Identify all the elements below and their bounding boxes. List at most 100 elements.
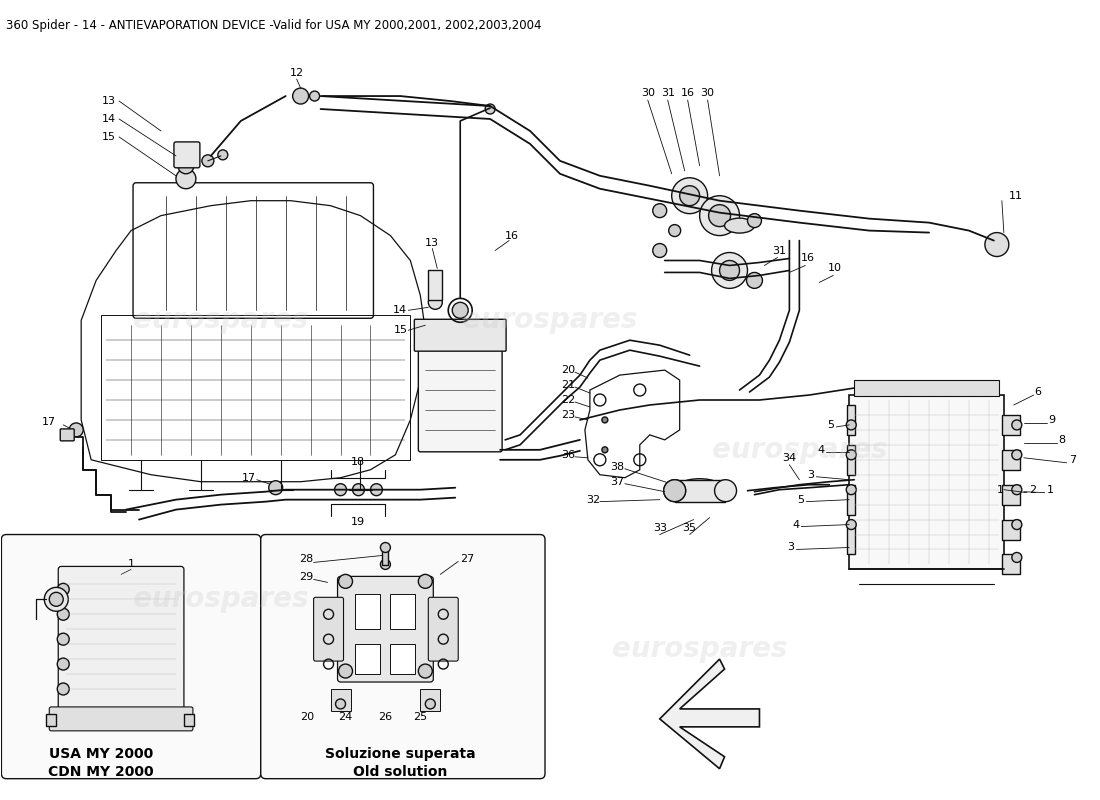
- Circle shape: [652, 243, 667, 258]
- Text: 25: 25: [414, 712, 428, 722]
- Text: 360 Spider - 14 - ANTIEVAPORATION DEVICE -Valid for USA MY 2000,2001, 2002,2003,: 360 Spider - 14 - ANTIEVAPORATION DEVICE…: [7, 19, 542, 32]
- Circle shape: [428, 295, 442, 310]
- Text: 11: 11: [1009, 190, 1023, 201]
- Circle shape: [602, 417, 608, 423]
- Circle shape: [602, 447, 608, 453]
- Bar: [674, 480, 725, 502]
- Bar: [847, 405, 855, 435]
- Text: 31: 31: [661, 88, 674, 98]
- Circle shape: [57, 608, 69, 620]
- Text: 1: 1: [1047, 485, 1054, 494]
- Bar: [1002, 450, 1020, 470]
- Circle shape: [57, 583, 69, 595]
- Circle shape: [381, 559, 390, 570]
- Bar: [355, 594, 381, 630]
- Circle shape: [1012, 420, 1022, 430]
- Text: 32: 32: [585, 494, 600, 505]
- Bar: [847, 525, 855, 554]
- Circle shape: [984, 233, 1009, 257]
- Circle shape: [50, 592, 63, 606]
- Text: 10: 10: [828, 263, 843, 274]
- Bar: [184, 714, 194, 726]
- Text: eurospares: eurospares: [462, 306, 638, 334]
- Circle shape: [748, 214, 761, 228]
- Bar: [390, 644, 416, 674]
- Circle shape: [418, 574, 432, 588]
- Bar: [420, 689, 440, 711]
- Text: 9: 9: [1048, 415, 1056, 425]
- Circle shape: [352, 484, 364, 496]
- Text: 19: 19: [351, 517, 364, 526]
- Text: 21: 21: [561, 380, 575, 390]
- Circle shape: [57, 633, 69, 645]
- Text: 2: 2: [1028, 485, 1036, 494]
- Text: 5: 5: [798, 494, 804, 505]
- Text: 3: 3: [807, 470, 814, 480]
- Text: 14: 14: [102, 114, 117, 124]
- Circle shape: [57, 658, 69, 670]
- Text: 3: 3: [788, 542, 794, 553]
- Text: 4: 4: [792, 519, 800, 530]
- Text: 23: 23: [561, 410, 575, 420]
- Text: eurospares: eurospares: [712, 436, 887, 464]
- Text: 24: 24: [339, 712, 353, 722]
- Text: 18: 18: [351, 457, 364, 466]
- Bar: [428, 270, 442, 300]
- Text: 16: 16: [505, 230, 519, 241]
- Circle shape: [336, 699, 345, 709]
- Ellipse shape: [674, 478, 725, 501]
- Text: 16: 16: [681, 88, 695, 98]
- Bar: [355, 644, 381, 674]
- FancyBboxPatch shape: [60, 429, 74, 441]
- Polygon shape: [660, 659, 759, 769]
- Circle shape: [747, 273, 762, 288]
- Text: 14: 14: [394, 306, 407, 315]
- Text: 37: 37: [610, 477, 625, 486]
- Bar: [849, 395, 1004, 570]
- Text: 17: 17: [242, 473, 256, 482]
- Text: 4: 4: [817, 445, 824, 455]
- Text: 8: 8: [1058, 435, 1066, 445]
- Text: 30: 30: [641, 88, 654, 98]
- Circle shape: [452, 302, 469, 318]
- FancyBboxPatch shape: [418, 348, 502, 452]
- Bar: [383, 550, 388, 566]
- Text: 29: 29: [299, 572, 314, 582]
- Bar: [390, 594, 416, 630]
- Text: 31: 31: [772, 246, 786, 255]
- Bar: [1002, 415, 1020, 435]
- FancyBboxPatch shape: [50, 707, 192, 731]
- Circle shape: [293, 88, 309, 104]
- Circle shape: [178, 158, 194, 174]
- Text: 16: 16: [801, 254, 814, 263]
- Text: 12: 12: [289, 68, 304, 78]
- Circle shape: [663, 480, 685, 502]
- Text: 5: 5: [827, 420, 834, 430]
- Circle shape: [339, 664, 352, 678]
- FancyBboxPatch shape: [261, 534, 544, 778]
- Circle shape: [371, 484, 383, 496]
- FancyBboxPatch shape: [1, 534, 261, 778]
- Text: 30: 30: [701, 88, 715, 98]
- Text: eurospares: eurospares: [133, 306, 309, 334]
- Bar: [847, 445, 855, 474]
- Circle shape: [719, 261, 739, 281]
- Circle shape: [44, 587, 68, 611]
- Text: 15: 15: [394, 326, 407, 335]
- Circle shape: [176, 169, 196, 189]
- Text: 33: 33: [652, 522, 667, 533]
- Circle shape: [334, 484, 346, 496]
- Circle shape: [1012, 450, 1022, 460]
- Circle shape: [202, 155, 213, 167]
- Circle shape: [846, 420, 856, 430]
- Ellipse shape: [663, 480, 685, 502]
- Text: Old solution: Old solution: [353, 765, 448, 778]
- Text: 38: 38: [610, 462, 625, 472]
- Circle shape: [309, 91, 320, 101]
- Circle shape: [381, 542, 390, 553]
- Circle shape: [680, 186, 700, 206]
- Bar: [1002, 554, 1020, 574]
- Text: 34: 34: [782, 453, 796, 462]
- Text: 13: 13: [426, 238, 439, 247]
- Bar: [331, 689, 351, 711]
